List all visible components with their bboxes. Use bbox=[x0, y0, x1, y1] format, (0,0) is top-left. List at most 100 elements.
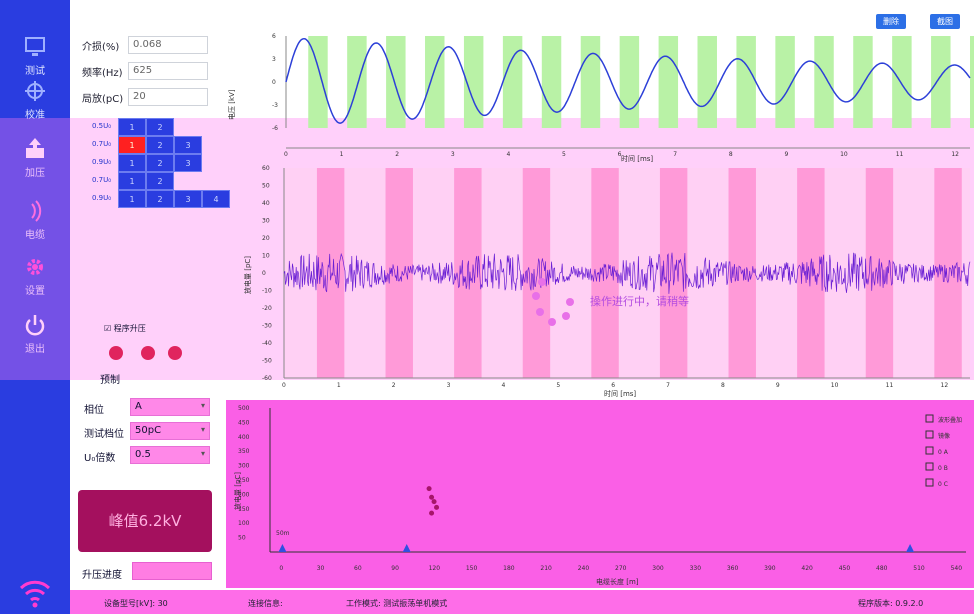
chart3-point bbox=[429, 510, 435, 516]
discharge-chart: 放电量 [pC] 时间 [ms] 0 1 2 3 4 5 6 7 8 9 10 11 126050403… bbox=[243, 165, 971, 398]
chart3-x-tick: 240 bbox=[578, 565, 590, 572]
sidebar-item-calibrate[interactable]: 校准 bbox=[0, 72, 70, 136]
play-button[interactable] bbox=[141, 346, 155, 360]
chart1-y-tick: -6 bbox=[272, 125, 278, 132]
location-annotation: 50m bbox=[276, 530, 290, 537]
chart1-band bbox=[541, 36, 562, 128]
grid-cell[interactable]: 2 bbox=[146, 154, 174, 172]
program-boost-label: 程序升压 bbox=[113, 324, 146, 333]
target-icon bbox=[25, 81, 45, 101]
capture-button[interactable]: 截图 bbox=[930, 14, 960, 29]
grid-cell[interactable]: 4 bbox=[202, 190, 230, 208]
power-icon bbox=[25, 315, 45, 336]
chart1-x-tick: 3 bbox=[451, 151, 455, 158]
chart2-band bbox=[591, 168, 619, 378]
grid-cell[interactable]: 2 bbox=[146, 118, 174, 136]
chart2-ticks: 0 1 2 3 4 5 6 7 8 9 10 11 126050403020100-10-20-30-4… bbox=[262, 165, 948, 389]
chart3-legend-label: 0 C bbox=[938, 481, 948, 488]
chart2-y-tick: 30 bbox=[262, 218, 270, 225]
voltage-wave-line bbox=[285, 37, 971, 124]
chart3-x-tick: 450 bbox=[839, 565, 851, 572]
dielectric-field[interactable]: 0.068 bbox=[128, 36, 208, 54]
phase-row: 相位 A bbox=[72, 396, 212, 418]
sidebar-item-test[interactable]: 测试 bbox=[0, 28, 70, 92]
grid-row-label: 0.9U₀ bbox=[92, 194, 112, 202]
upload-icon bbox=[26, 138, 44, 158]
multiple-select[interactable]: 0.5 bbox=[130, 446, 210, 464]
sidebar-item-settings[interactable]: 设置 bbox=[0, 248, 70, 312]
chart3-point bbox=[426, 486, 432, 492]
chart3-y-tick: 250 bbox=[238, 477, 250, 484]
sidebar-label: 电缆 bbox=[25, 230, 45, 241]
grid-cell[interactable]: 2 bbox=[146, 172, 174, 190]
grid-cell[interactable]: 1 bbox=[118, 172, 146, 190]
chart3-legend-label: 镜像 bbox=[938, 432, 950, 440]
chart3-x-tick: 330 bbox=[690, 565, 702, 572]
chart3-x-tick: 30 bbox=[317, 565, 325, 572]
chart1-band bbox=[619, 36, 640, 128]
phase-select[interactable]: A bbox=[130, 398, 210, 416]
chart2-y-tick: 10 bbox=[262, 253, 270, 260]
chart3-marker bbox=[906, 544, 915, 552]
chart3-x-tick: 540 bbox=[951, 565, 963, 572]
grid-cell[interactable]: 1 bbox=[118, 190, 146, 208]
sidebar-item-exit[interactable]: 退出 bbox=[0, 306, 70, 370]
chart2-x-tick: 12 bbox=[941, 382, 949, 389]
status-mode: 工作模式: 测试振荡单机模式 bbox=[346, 599, 448, 608]
grid-cell[interactable]: 1 bbox=[118, 118, 146, 136]
chart3-x-tick: 360 bbox=[727, 565, 739, 572]
chart3-legend-box bbox=[925, 430, 934, 439]
chart2-y-tick: 0 bbox=[262, 270, 266, 277]
grid-cell[interactable]: 3 bbox=[174, 190, 202, 208]
rewind-button[interactable] bbox=[109, 346, 123, 360]
loading-text: 操作进行中，请稍等 bbox=[590, 295, 689, 308]
chart2-y-tick: -30 bbox=[262, 323, 272, 330]
grid-cell[interactable]: 3 bbox=[174, 136, 202, 154]
grid-cell[interactable]: 1 bbox=[118, 154, 146, 172]
location-x-axis-label: 电缆长度 [m] bbox=[596, 577, 639, 586]
frequency-label: 频率(Hz) bbox=[82, 68, 123, 79]
chart2-y-tick: 60 bbox=[262, 165, 270, 172]
chart2-x-tick: 5 bbox=[556, 382, 560, 389]
chart1-band bbox=[775, 36, 795, 128]
program-boost-checkbox[interactable]: ☑ 程序升压 bbox=[104, 324, 146, 333]
pd-row: 局放(pC) 20 bbox=[72, 86, 222, 108]
frequency-field[interactable]: 625 bbox=[128, 62, 208, 80]
grid-row-label: 0.7U₀ bbox=[92, 176, 112, 184]
grid-cell[interactable]: 3 bbox=[174, 154, 202, 172]
sidebar-label: 校准 bbox=[25, 110, 45, 121]
chart3-y-tick: 450 bbox=[238, 419, 250, 426]
sidebar-label: 测试 bbox=[25, 66, 45, 77]
chart2-x-tick: 9 bbox=[776, 382, 780, 389]
grid-cell[interactable]: 2 bbox=[146, 190, 174, 208]
chart3-point bbox=[429, 494, 435, 500]
chart3-x-tick: 120 bbox=[429, 565, 441, 572]
sidebar-label: 退出 bbox=[25, 344, 45, 355]
status-bar: 设备型号[kV]: 30 连接信息: 工作模式: 测试振荡单机模式 程序版本: … bbox=[70, 590, 974, 614]
sidebar-item-cable[interactable]: 电缆 bbox=[0, 192, 70, 256]
chart3-y-tick: 500 bbox=[238, 405, 250, 412]
status-version: 程序版本: 0.9.2.0 bbox=[858, 599, 924, 608]
chart2-band bbox=[454, 168, 482, 378]
chart1-y-tick: 3 bbox=[272, 56, 276, 63]
pd-field[interactable]: 20 bbox=[128, 88, 208, 106]
chart1-y-tick: 6 bbox=[272, 33, 276, 40]
range-select[interactable]: 50pC bbox=[130, 422, 210, 440]
status-connection: 连接信息: bbox=[248, 599, 283, 608]
chart3-marker bbox=[402, 544, 411, 552]
chart1-x-tick: 9 bbox=[784, 151, 788, 158]
chart3-point bbox=[431, 499, 437, 505]
sidebar-item-boost[interactable]: 加压 bbox=[0, 130, 70, 194]
grid-row-label: 0.5U₀ bbox=[92, 122, 112, 130]
grid-cell[interactable]: 2 bbox=[146, 136, 174, 154]
chart2-y-tick: 20 bbox=[262, 235, 270, 242]
pd-label: 局放(pC) bbox=[82, 94, 124, 105]
chart3-legend-label: 0 B bbox=[938, 465, 948, 472]
grid-cell[interactable]: 1 bbox=[118, 136, 146, 154]
delete-button[interactable]: 删除 bbox=[876, 14, 906, 29]
discharge-noise-line bbox=[283, 252, 971, 294]
pause-button[interactable] bbox=[168, 346, 182, 360]
chart2-x-tick: 7 bbox=[666, 382, 670, 389]
